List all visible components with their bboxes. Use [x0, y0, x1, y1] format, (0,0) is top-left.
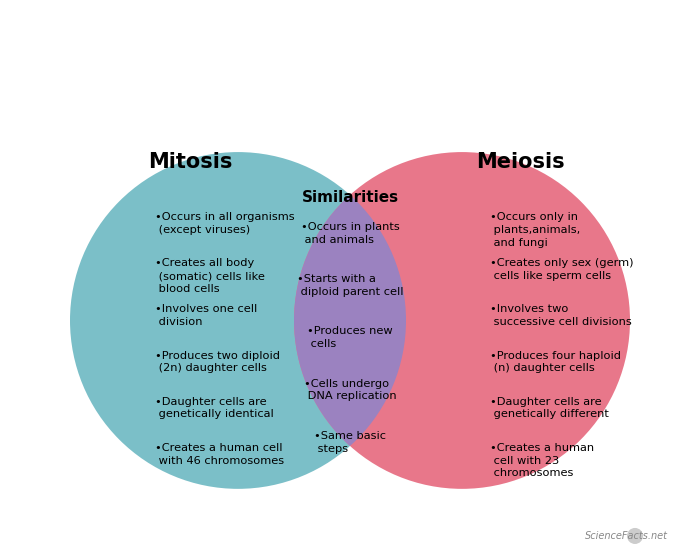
Text: •Starts with a
 diploid parent cell: •Starts with a diploid parent cell	[297, 274, 403, 297]
Text: •Creates a human cell
 with 46 chromosomes: •Creates a human cell with 46 chromosome…	[155, 443, 284, 466]
Text: Similarities: Similarities	[302, 190, 398, 205]
Text: •Cells undergo
 DNA replication: •Cells undergo DNA replication	[304, 379, 396, 401]
Text: Mitosis and Meiosis Venn Diagram: Mitosis and Meiosis Venn Diagram	[68, 22, 632, 50]
Text: •Creates all body
 (somatic) cells like
 blood cells: •Creates all body (somatic) cells like b…	[155, 258, 265, 294]
Circle shape	[294, 152, 630, 489]
Text: •Occurs in plants
 and animals: •Occurs in plants and animals	[300, 222, 400, 245]
Text: •Daughter cells are
 genetically different: •Daughter cells are genetically differen…	[490, 397, 609, 419]
Text: •Produces new
 cells: •Produces new cells	[307, 326, 393, 349]
Text: •Involves two
 successive cell divisions: •Involves two successive cell divisions	[490, 304, 631, 327]
Text: •Occurs in all organisms
 (except viruses): •Occurs in all organisms (except viruses…	[155, 212, 295, 235]
Text: Mitosis: Mitosis	[148, 152, 232, 172]
Text: •Daughter cells are
 genetically identical: •Daughter cells are genetically identica…	[155, 397, 274, 419]
Text: •Produces four haploid
 (n) daughter cells: •Produces four haploid (n) daughter cell…	[490, 351, 621, 373]
Text: Meiosis: Meiosis	[476, 152, 564, 172]
Text: ScienceFacts.net: ScienceFacts.net	[585, 531, 668, 541]
Circle shape	[627, 528, 643, 544]
Text: •Occurs only in
 plants,animals,
 and fungi: •Occurs only in plants,animals, and fung…	[490, 212, 580, 248]
Text: •Same basic
 steps: •Same basic steps	[314, 431, 386, 453]
Circle shape	[70, 152, 406, 489]
Text: •Creates only sex (germ)
 cells like sperm cells: •Creates only sex (germ) cells like sper…	[490, 258, 634, 281]
Text: •Produces two diploid
 (2n) daughter cells: •Produces two diploid (2n) daughter cell…	[155, 351, 280, 373]
Text: •Creates a human
 cell with 23
 chromosomes: •Creates a human cell with 23 chromosome…	[490, 443, 594, 478]
Circle shape	[294, 152, 630, 489]
Text: •Involves one cell
 division: •Involves one cell division	[155, 304, 258, 327]
